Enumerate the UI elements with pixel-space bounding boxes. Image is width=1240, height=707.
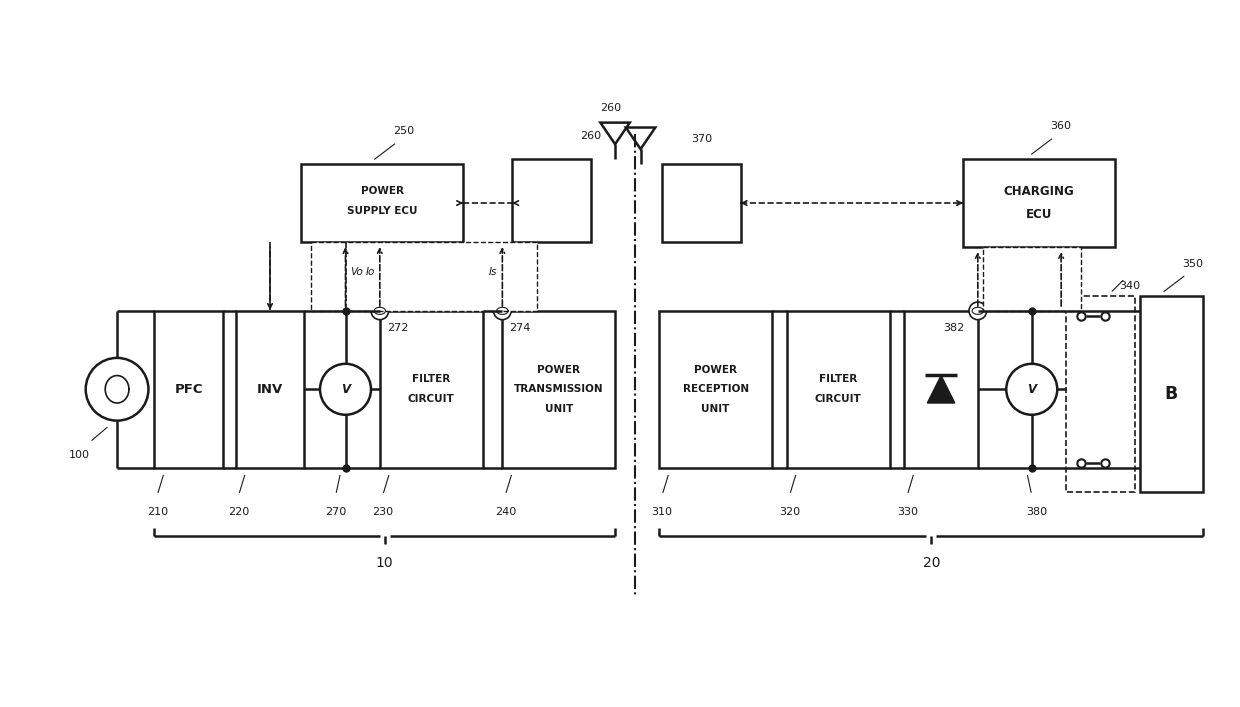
Bar: [660, 311, 773, 468]
Text: V: V: [341, 382, 350, 396]
Text: 250: 250: [393, 127, 414, 136]
Circle shape: [371, 302, 388, 320]
Bar: [512, 159, 590, 243]
Text: 370: 370: [691, 134, 712, 144]
Circle shape: [494, 302, 511, 320]
Text: UNIT: UNIT: [702, 404, 730, 414]
Text: Is: Is: [489, 267, 497, 276]
Circle shape: [320, 364, 371, 415]
Text: Vo: Vo: [351, 267, 363, 276]
Bar: [311, 243, 537, 311]
Text: 382: 382: [942, 322, 963, 332]
Text: RECEPTION: RECEPTION: [682, 385, 749, 395]
Bar: [1140, 296, 1203, 492]
Bar: [301, 164, 464, 243]
Bar: [236, 311, 304, 468]
Text: POWER: POWER: [361, 186, 404, 197]
Text: 100: 100: [69, 450, 91, 460]
Text: 310: 310: [652, 507, 672, 517]
Text: 260: 260: [600, 103, 621, 113]
Text: POWER: POWER: [694, 365, 737, 375]
Text: 272: 272: [387, 322, 408, 332]
Polygon shape: [626, 127, 655, 149]
Text: 10: 10: [376, 556, 393, 570]
Text: 330: 330: [897, 507, 918, 517]
Text: SUPPLY ECU: SUPPLY ECU: [347, 206, 418, 216]
Text: FILTER: FILTER: [818, 375, 857, 385]
Text: 320: 320: [779, 507, 800, 517]
Bar: [379, 311, 482, 468]
Text: CIRCUIT: CIRCUIT: [408, 394, 455, 404]
Polygon shape: [600, 122, 630, 144]
Text: 360: 360: [1050, 122, 1071, 132]
Bar: [904, 311, 978, 468]
Text: Io: Io: [366, 267, 374, 276]
Text: POWER: POWER: [537, 365, 580, 375]
Bar: [963, 159, 1115, 247]
Text: V: V: [1027, 382, 1037, 396]
Text: 274: 274: [510, 322, 531, 332]
Text: 240: 240: [495, 507, 516, 517]
Bar: [502, 311, 615, 468]
Text: 260: 260: [580, 132, 601, 141]
Bar: [662, 164, 740, 243]
Text: PFC: PFC: [175, 382, 203, 396]
Text: ECU: ECU: [1025, 209, 1053, 221]
Circle shape: [1006, 364, 1058, 415]
Text: INV: INV: [257, 382, 283, 396]
Bar: [786, 311, 889, 468]
Circle shape: [86, 358, 149, 421]
Text: FILTER: FILTER: [412, 375, 450, 385]
Polygon shape: [928, 375, 955, 403]
Text: B: B: [1164, 385, 1178, 403]
Text: 340: 340: [1120, 281, 1141, 291]
Text: 270: 270: [325, 507, 346, 517]
Text: 230: 230: [372, 507, 393, 517]
Bar: [983, 247, 1081, 311]
Text: UNIT: UNIT: [544, 404, 573, 414]
Text: CIRCUIT: CIRCUIT: [815, 394, 862, 404]
Bar: [1066, 296, 1135, 492]
Text: TRANSMISSION: TRANSMISSION: [513, 385, 604, 395]
Text: CHARGING: CHARGING: [1003, 185, 1075, 198]
Bar: [154, 311, 223, 468]
Text: 380: 380: [1025, 507, 1048, 517]
Text: 210: 210: [146, 507, 167, 517]
Circle shape: [968, 302, 987, 320]
Text: 220: 220: [228, 507, 249, 517]
Text: 350: 350: [1183, 259, 1204, 269]
Text: 20: 20: [923, 556, 940, 570]
